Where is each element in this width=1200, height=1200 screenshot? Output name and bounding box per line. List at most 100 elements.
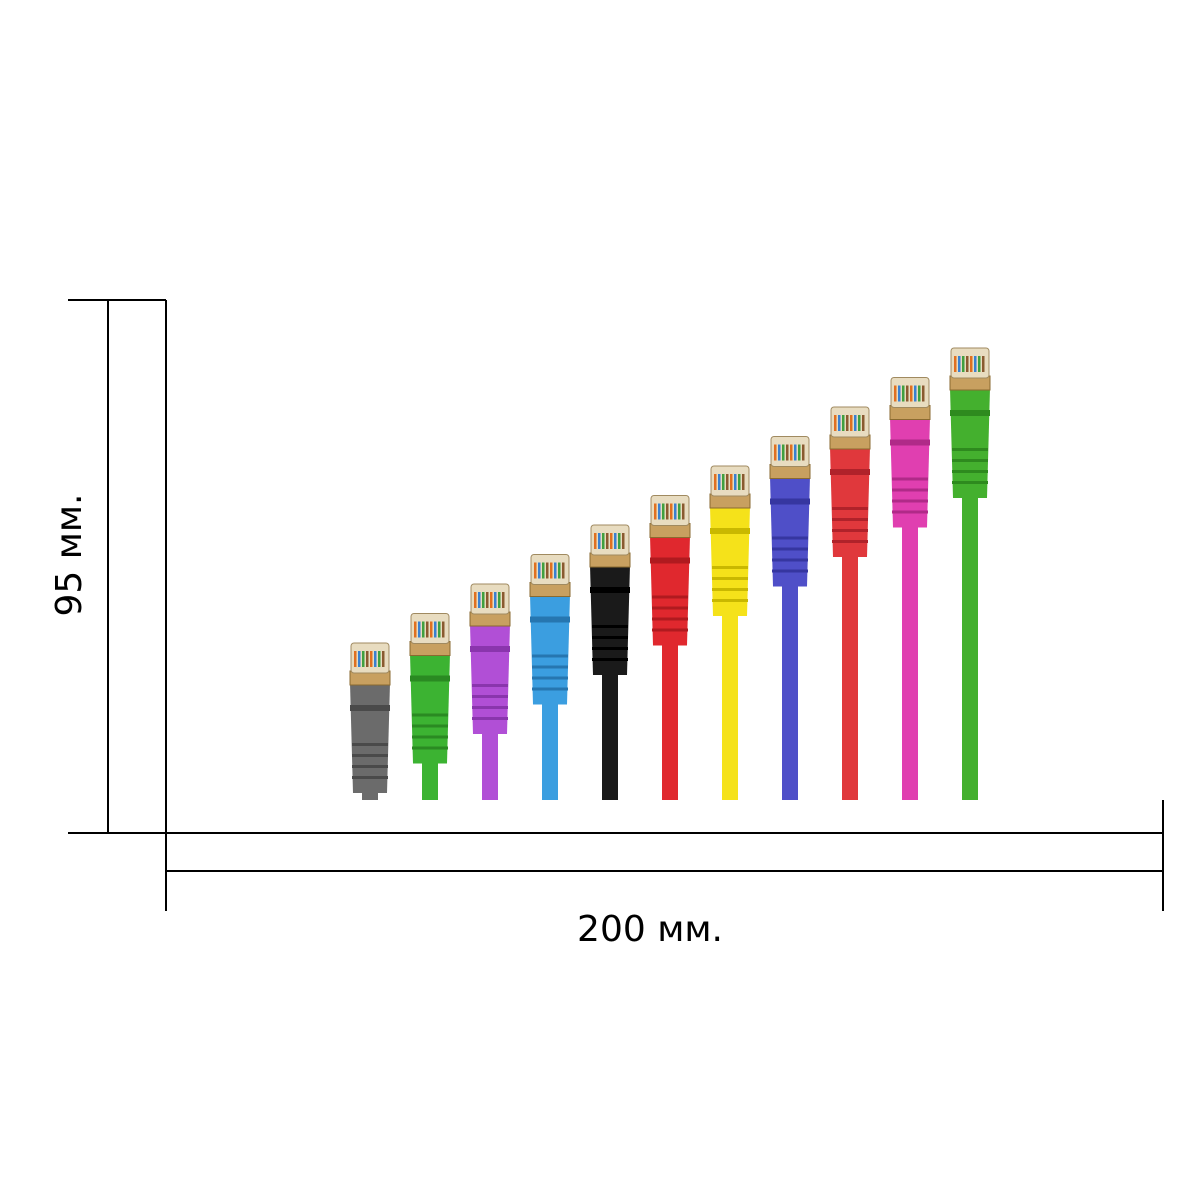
plug-pin — [782, 444, 785, 461]
plug-pin — [850, 415, 853, 431]
boot-ridge — [772, 547, 808, 551]
boot-ridge — [352, 765, 388, 768]
boot-ridge — [952, 470, 988, 473]
plug-pin — [774, 444, 777, 461]
plug-pin — [722, 474, 725, 490]
plug-pin — [486, 592, 489, 608]
boot-ridge — [412, 746, 448, 750]
plug-pin — [546, 562, 549, 579]
boot-band — [890, 439, 930, 446]
dimension-lines — [68, 299, 1164, 911]
green-cable — [409, 613, 451, 800]
plug-pin — [606, 533, 609, 549]
plug-pin — [726, 474, 729, 490]
plug-pin — [438, 621, 441, 638]
plug-pin — [714, 474, 717, 490]
plug-pin — [490, 592, 493, 608]
plug-pin — [538, 562, 541, 579]
boot-ridge — [472, 695, 508, 698]
green-cable-2 — [949, 347, 991, 800]
plug-pin — [382, 651, 385, 667]
boot-ridge — [712, 599, 748, 602]
plug-pin — [902, 385, 905, 402]
boot-ridge — [952, 481, 988, 484]
boot-ridge — [832, 529, 868, 532]
boot-band — [470, 646, 510, 652]
boot-band — [830, 469, 870, 475]
boot-ridge — [832, 518, 868, 521]
cable-wire — [662, 645, 678, 800]
plug-pin — [802, 444, 805, 461]
boot-ridge — [352, 776, 388, 779]
boot-ridge — [352, 743, 388, 746]
plug-pin — [618, 533, 621, 549]
plug-pin — [914, 385, 917, 402]
boot-ridge — [412, 724, 448, 728]
plug-pin — [562, 562, 565, 579]
red-cable-2 — [829, 406, 871, 800]
plug-pin — [962, 356, 965, 372]
plug-pin — [434, 621, 437, 638]
black-cable — [589, 524, 631, 800]
plug-pin — [542, 562, 545, 579]
red-cable — [649, 495, 691, 800]
boot-ridge — [412, 713, 448, 717]
boot-ridge — [592, 647, 628, 650]
boot-band — [350, 705, 390, 711]
boot-ridge — [532, 676, 568, 680]
plug-pin — [674, 503, 677, 520]
plug-pin — [354, 651, 357, 667]
boot-ridge — [652, 595, 688, 599]
plug-pin — [910, 385, 913, 402]
plug-pin — [426, 621, 429, 638]
boot-band — [770, 498, 810, 505]
plug-pin — [550, 562, 553, 579]
boot-ridge — [892, 477, 928, 481]
cable-wire — [962, 498, 978, 800]
plug-pin — [534, 562, 537, 579]
plug-pin — [610, 533, 613, 549]
plug-pin — [906, 385, 909, 402]
plug-pin — [554, 562, 557, 579]
plug-pin — [362, 651, 365, 667]
plug-pin — [366, 651, 369, 667]
cable-wire — [722, 616, 738, 800]
boot-band — [410, 675, 450, 682]
height-label: 95 мм. — [49, 493, 90, 617]
plug-pin — [662, 503, 665, 520]
plug-pin — [858, 415, 861, 431]
plug-pin — [834, 415, 837, 431]
magenta-cable — [889, 377, 931, 800]
plug-pin — [898, 385, 901, 402]
yellow-cable — [709, 465, 751, 800]
boot-band — [950, 410, 990, 416]
plug-pin — [730, 474, 733, 490]
plug-pin — [558, 562, 561, 579]
plug-pin — [594, 533, 597, 549]
boot-ridge — [892, 499, 928, 503]
boot-ridge — [472, 717, 508, 720]
plug-pin — [742, 474, 745, 490]
plug-pin — [854, 415, 857, 431]
boot-ridge — [892, 488, 928, 492]
plug-pin — [838, 415, 841, 431]
plug-pin — [842, 415, 845, 431]
boot-ridge — [532, 654, 568, 658]
plug-pin — [442, 621, 445, 638]
plug-pin — [846, 415, 849, 431]
plug-pin — [918, 385, 921, 402]
boot-ridge — [592, 625, 628, 628]
boot-band — [590, 587, 630, 593]
cable-wire — [902, 527, 918, 800]
boot-ridge — [712, 566, 748, 569]
boot-band — [530, 616, 570, 623]
cable-wire — [362, 793, 378, 800]
plug-pin — [614, 533, 617, 549]
plug-pin — [478, 592, 481, 608]
width-label: 200 мм. — [577, 909, 723, 950]
plug-pin — [418, 621, 421, 638]
cable-group — [349, 347, 991, 800]
boot-ridge — [712, 577, 748, 580]
boot-ridge — [472, 684, 508, 687]
plug-pin — [922, 385, 925, 402]
